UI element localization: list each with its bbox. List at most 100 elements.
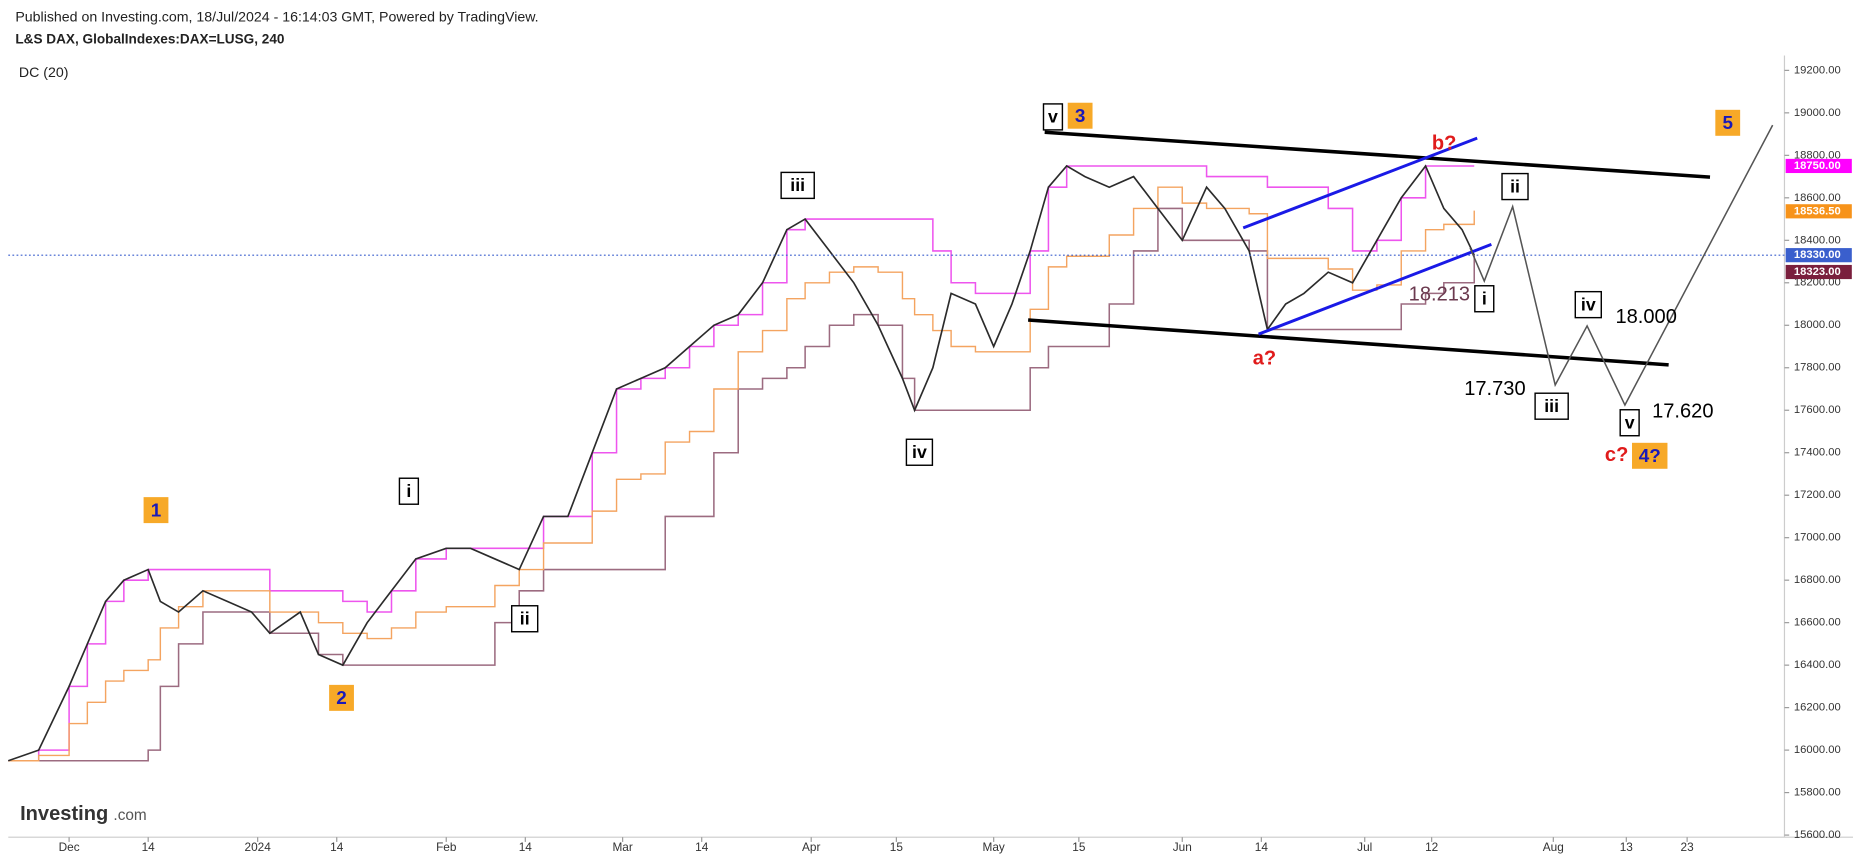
degree-label-box	[1715, 109, 1741, 136]
price-tag	[1785, 158, 1852, 174]
x-tick-label: 14	[142, 840, 156, 854]
blue-line-top	[1242, 136, 1478, 230]
degree-label: 3	[1075, 106, 1086, 127]
wave-label-box	[1619, 409, 1640, 437]
level-label: 17.730	[1464, 378, 1525, 400]
x-tick-label: Dec	[59, 840, 80, 854]
wave-label-box	[510, 605, 539, 633]
y-tick-label: 19000.00	[1794, 107, 1841, 119]
y-tick-label: 16400.00	[1794, 659, 1841, 671]
y-tick-label: 16200.00	[1794, 702, 1841, 714]
x-tick-label: Jul	[1357, 840, 1372, 854]
y-tick-label: 16800.00	[1794, 574, 1841, 586]
y-tick-label: 17200.00	[1794, 489, 1841, 501]
level-label: 18.213	[1409, 284, 1470, 306]
plot	[7, 164, 1785, 762]
x-tick-label: 2024	[245, 840, 272, 854]
y-tick-label: 17400.00	[1794, 447, 1841, 459]
price-tag	[1785, 264, 1852, 280]
x-tick-label: Aug	[1543, 840, 1564, 854]
x-tick-label: 23	[1681, 840, 1695, 854]
wave-label: iv	[1581, 295, 1596, 315]
degree-label: 1	[151, 500, 162, 521]
indicator-label: DC (20)	[19, 65, 69, 81]
x-tick-label: Mar	[612, 840, 632, 854]
wave-label: iii	[790, 175, 805, 195]
y-tick-label: 17600.00	[1794, 404, 1841, 416]
correction-label: b?	[1432, 132, 1457, 154]
y-tick-label: 19200.00	[1794, 64, 1841, 76]
y-tick-label: 18200.00	[1794, 277, 1841, 289]
wave-label-box	[1042, 103, 1064, 131]
channel-bottom	[1028, 318, 1669, 367]
wave-label: v	[1048, 107, 1058, 127]
price-tag	[1785, 204, 1852, 219]
x-tick-label: Jun	[1173, 840, 1192, 854]
wave-label-box	[1574, 290, 1602, 319]
y-tick-label: 18400.00	[1794, 234, 1841, 246]
x-tick-label: 13	[1620, 840, 1634, 854]
price-tag-label: 18536.50	[1794, 205, 1841, 217]
x-tick-label: 14	[519, 840, 533, 854]
wave-label-box	[1534, 392, 1569, 420]
degree-label-box	[329, 684, 354, 711]
watermark-brand: Investing	[20, 803, 108, 825]
y-tick-label: 15800.00	[1794, 787, 1841, 799]
y-tick-label: 17800.00	[1794, 362, 1841, 374]
degree-label: 5	[1722, 113, 1733, 134]
x-tick-label: 14	[330, 840, 344, 854]
wave-label-box	[1501, 172, 1529, 201]
wave-label: ii	[520, 609, 530, 629]
wave-label-box	[905, 438, 934, 466]
wave-label: iv	[912, 442, 927, 462]
y-tick-label: 16600.00	[1794, 617, 1841, 629]
x-tick-label: Apr	[802, 840, 820, 854]
wave-label-box	[398, 477, 420, 505]
published-note: Published on Investing.com, 18/Jul/2024 …	[15, 9, 538, 25]
price-tag-label: 18330.00	[1794, 249, 1841, 261]
degree-label: 4?	[1639, 446, 1661, 467]
price-tag-label: 18750.00	[1794, 160, 1841, 172]
degree-label-box	[1067, 102, 1093, 129]
symbol-title: L&S DAX, GlobalIndexes:DAX=LUSG, 240	[15, 32, 284, 47]
level-label: 17.620	[1652, 400, 1713, 422]
y-tick-label: 17000.00	[1794, 532, 1841, 544]
correction-label: a?	[1253, 347, 1276, 369]
wave-label: ii	[1510, 176, 1520, 196]
wave-label: i	[406, 481, 411, 501]
price-tag	[1785, 248, 1852, 263]
x-tick-label: 14	[1255, 840, 1269, 854]
price-tag-label: 18323.00	[1794, 266, 1841, 278]
price-line	[7, 164, 1475, 762]
correction-label: c?	[1605, 444, 1628, 466]
x-tick-label: 14	[695, 840, 709, 854]
y-tick-label: 18000.00	[1794, 319, 1841, 331]
projection-path	[1469, 124, 1774, 407]
x-tick-label: Feb	[436, 840, 457, 854]
channel-top	[1044, 130, 1711, 179]
watermark-suffix: .com	[113, 807, 146, 824]
wave-label: iii	[1544, 396, 1559, 416]
y-tick-label: 18600.00	[1794, 192, 1841, 204]
x-tick-label: 15	[890, 840, 904, 854]
x-tick-label: 12	[1425, 840, 1438, 854]
wave-label: i	[1482, 289, 1487, 309]
x-tick-label: May	[983, 840, 1005, 854]
donchian-middle	[8, 186, 1475, 762]
wave-label: v	[1625, 413, 1635, 433]
donchian-lower	[8, 207, 1476, 762]
blue-line-bottom	[1258, 243, 1492, 336]
y-tick-label: 15600.00	[1794, 829, 1841, 841]
degree-label-box	[1632, 442, 1668, 469]
level-label: 18.000	[1615, 306, 1676, 328]
degree-label: 2	[336, 688, 347, 709]
wave-label-box	[1474, 285, 1495, 313]
y-tick-label: 18800.00	[1794, 149, 1841, 161]
x-tick-label: 15	[1072, 840, 1086, 854]
y-tick-label: 16000.00	[1794, 744, 1841, 756]
wave-label-box	[780, 171, 815, 200]
